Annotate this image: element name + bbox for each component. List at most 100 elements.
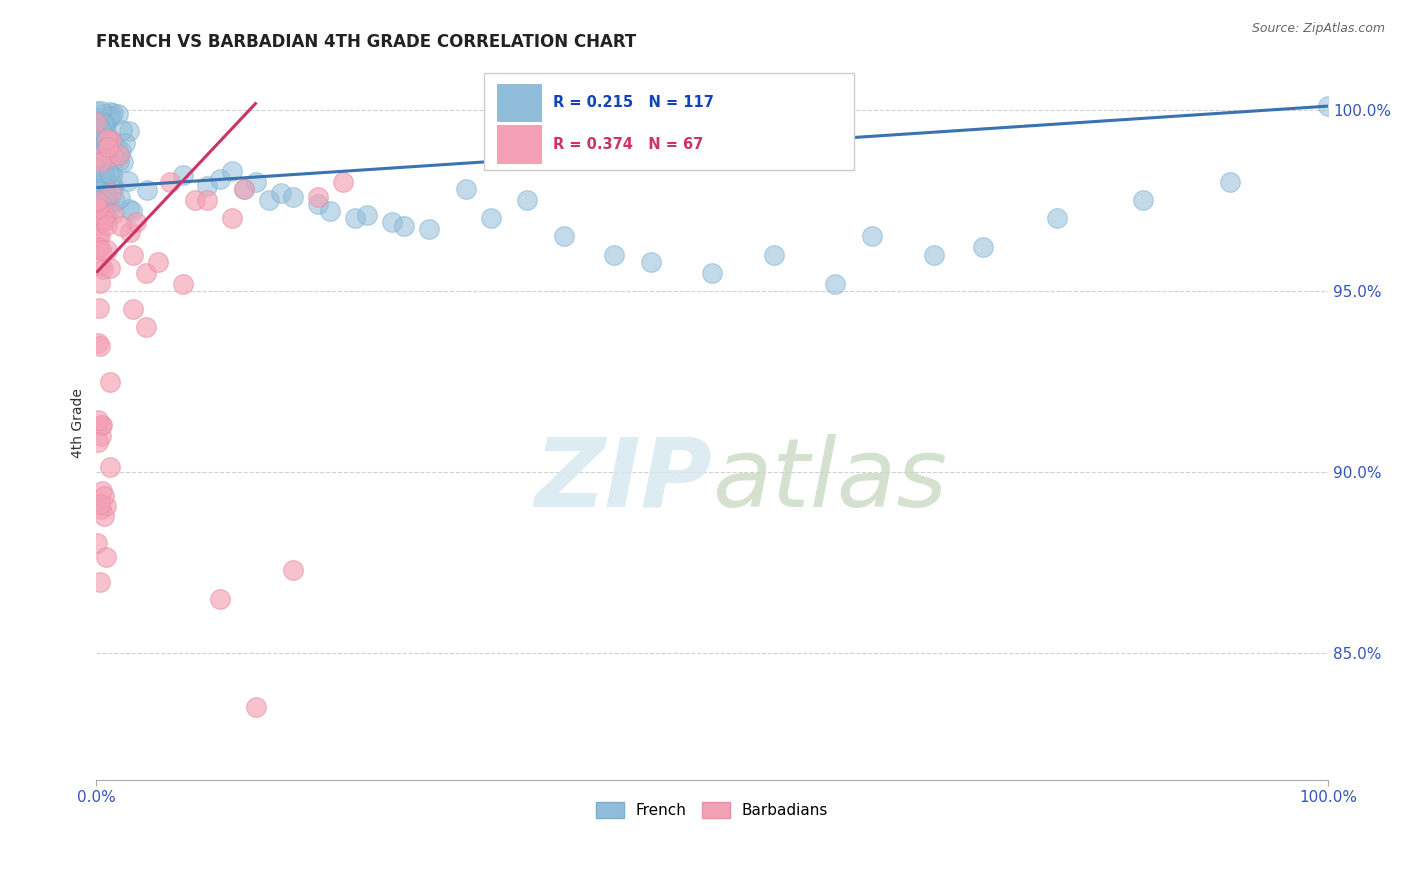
Point xyxy=(91,146,114,161)
Point xyxy=(91,165,114,179)
Point xyxy=(1219,175,1241,189)
Point xyxy=(91,262,114,277)
Text: R = 0.374   N = 67: R = 0.374 N = 67 xyxy=(554,136,703,152)
Point xyxy=(418,222,440,236)
Point xyxy=(824,277,846,291)
Point xyxy=(101,182,124,196)
Point xyxy=(86,103,108,118)
Point xyxy=(93,117,115,131)
Point xyxy=(93,508,115,523)
Point xyxy=(87,210,110,224)
Point xyxy=(93,165,115,179)
Point xyxy=(221,211,243,226)
Point xyxy=(86,202,108,217)
Point xyxy=(111,122,134,136)
Point xyxy=(101,138,124,153)
Point xyxy=(98,104,121,119)
Point xyxy=(96,199,118,213)
Point xyxy=(89,178,111,193)
Point xyxy=(86,165,108,179)
Point xyxy=(90,170,112,185)
Point xyxy=(91,146,114,161)
Point xyxy=(104,194,127,208)
Point xyxy=(98,195,121,210)
Text: ZIP: ZIP xyxy=(534,434,713,526)
FancyBboxPatch shape xyxy=(496,126,541,162)
FancyBboxPatch shape xyxy=(496,84,541,121)
Point xyxy=(89,277,111,291)
Point xyxy=(89,497,111,511)
Point xyxy=(100,186,122,201)
Point xyxy=(91,115,114,129)
Point xyxy=(98,261,121,276)
Point xyxy=(195,178,218,193)
Point xyxy=(1317,99,1340,113)
Point xyxy=(89,575,111,590)
Point xyxy=(96,219,118,233)
Point xyxy=(1046,211,1069,226)
Point xyxy=(87,171,110,186)
Point xyxy=(97,134,120,148)
Point xyxy=(94,125,117,139)
Point xyxy=(146,255,169,269)
Point xyxy=(553,229,575,244)
Point xyxy=(86,213,108,227)
Point xyxy=(454,182,477,196)
Point xyxy=(93,107,115,121)
Point xyxy=(96,132,118,146)
Point xyxy=(101,149,124,163)
Point xyxy=(98,376,121,390)
Point xyxy=(195,194,218,208)
Point xyxy=(94,153,117,168)
Text: R = 0.215   N = 117: R = 0.215 N = 117 xyxy=(554,95,714,111)
Point xyxy=(97,140,120,154)
Point xyxy=(94,180,117,194)
Point xyxy=(922,247,945,261)
Point xyxy=(89,138,111,153)
Point xyxy=(87,161,110,175)
Point xyxy=(87,129,110,144)
Point xyxy=(89,218,111,232)
Point xyxy=(87,138,110,153)
Point xyxy=(86,135,108,149)
Point xyxy=(94,213,117,227)
Point xyxy=(90,104,112,119)
Point xyxy=(640,255,662,269)
Point xyxy=(332,175,354,189)
Point xyxy=(86,203,108,218)
Point xyxy=(90,114,112,128)
Point xyxy=(91,165,114,179)
Point xyxy=(86,201,108,215)
Point xyxy=(860,229,883,244)
Point xyxy=(114,136,136,150)
Point xyxy=(90,154,112,169)
Point xyxy=(101,134,124,148)
Point xyxy=(98,142,121,156)
Point xyxy=(97,166,120,180)
Point xyxy=(90,501,112,516)
Point xyxy=(98,460,121,475)
Point xyxy=(602,247,624,261)
Point xyxy=(96,153,118,168)
Point xyxy=(110,144,132,158)
Point xyxy=(91,133,114,147)
Point xyxy=(135,266,157,280)
Point xyxy=(86,229,108,244)
Point xyxy=(479,211,502,226)
Point xyxy=(245,700,267,714)
Point xyxy=(91,115,114,129)
Point xyxy=(118,123,141,137)
Point xyxy=(94,193,117,207)
Point xyxy=(93,489,115,503)
Point xyxy=(245,175,267,189)
Legend: French, Barbadians: French, Barbadians xyxy=(589,794,837,825)
Point xyxy=(394,219,416,233)
Point xyxy=(135,320,157,334)
Point xyxy=(90,259,112,273)
Point xyxy=(96,189,118,203)
Point xyxy=(122,247,145,261)
Point xyxy=(108,191,131,205)
Point xyxy=(96,116,118,130)
Point xyxy=(86,194,108,208)
Point xyxy=(98,131,121,145)
